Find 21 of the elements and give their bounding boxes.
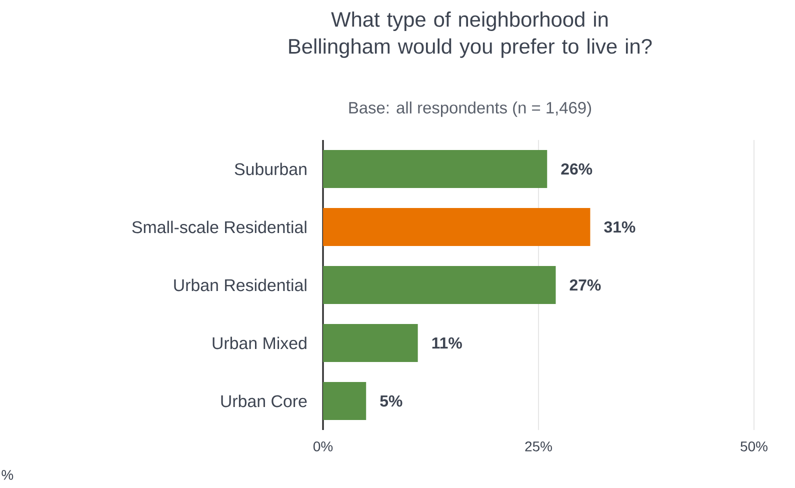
y-tick-label: Urban Residential: [174, 278, 306, 292]
bar: [323, 324, 418, 362]
bar: [323, 150, 548, 188]
data-label: 27%: [570, 279, 601, 291]
bar: [323, 208, 590, 246]
chart-subtitle: Base: all respondents (n = 1,469): [349, 102, 592, 117]
data-label: 31%: [604, 221, 636, 233]
y-tick-label: Suburban: [234, 162, 306, 176]
x-tick-label: 0%: [313, 441, 333, 452]
y-tick-label: Urban Core: [221, 394, 307, 408]
data-label: 5%: [380, 395, 402, 407]
x-tick-label: 50%: [740, 441, 768, 452]
x-tick-label: 25%: [525, 441, 552, 452]
bar: [323, 266, 556, 304]
y-tick-label: Small-scale Residential: [132, 220, 306, 234]
data-label: 11%: [432, 337, 462, 349]
bar: [323, 382, 366, 420]
chart-title: What type of neighborhood in Bellingham would you prefer to live in?: [289, 12, 652, 58]
text: %: [2, 470, 14, 480]
data-label: 26%: [561, 163, 592, 175]
y-tick-label: Urban Mixed: [212, 336, 306, 350]
